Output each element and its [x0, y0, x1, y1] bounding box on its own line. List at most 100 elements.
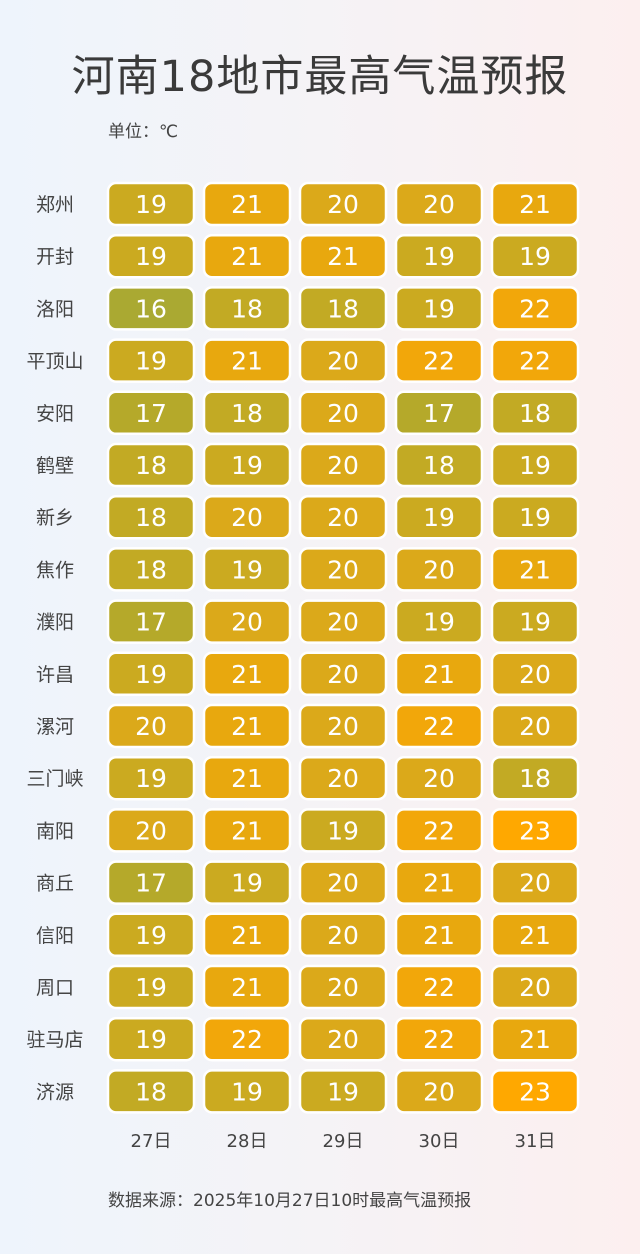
- row-label: 新乡: [36, 507, 74, 529]
- heatmap-cell: [394, 651, 484, 697]
- cell-value: 19: [135, 1025, 167, 1054]
- cell-value: 19: [423, 294, 455, 323]
- cell-value: 19: [135, 347, 167, 376]
- heatmap-cell: [298, 338, 388, 383]
- cell-value: 20: [327, 451, 359, 480]
- cell-value: 19: [135, 764, 167, 793]
- heatmap-cell: [298, 181, 388, 227]
- heatmap-cell: [394, 599, 484, 644]
- heatmap-cell: [202, 233, 292, 279]
- cell-value: 19: [231, 555, 263, 584]
- row-label: 驻马店: [26, 1029, 83, 1051]
- x-tick-label: 29日: [323, 1131, 364, 1152]
- cell-value: 19: [327, 816, 359, 845]
- cell-value: 17: [423, 399, 455, 428]
- cell-value: 22: [231, 1025, 263, 1054]
- cell-value: 21: [423, 660, 455, 689]
- heatmap-cell: [490, 494, 580, 540]
- heatmap-cell: [106, 338, 196, 383]
- heatmap-cell: [490, 233, 580, 279]
- heatmap-cell: [490, 338, 580, 383]
- cell-value: 18: [135, 555, 167, 584]
- cell-value: 19: [135, 921, 167, 950]
- heatmap-cell: [106, 755, 196, 801]
- heatmap-cell: [106, 390, 196, 436]
- heatmap-cell: [490, 808, 580, 853]
- cell-value: 20: [327, 503, 359, 532]
- heatmap-cell: [490, 442, 580, 488]
- cell-value: 20: [231, 608, 263, 637]
- heatmap-cell: [490, 181, 580, 227]
- heatmap-cell: [394, 860, 484, 905]
- cell-value: 19: [135, 242, 167, 271]
- heatmap-cell: [106, 494, 196, 540]
- heatmap-cell: [106, 181, 196, 227]
- row-label: 鹤壁: [36, 455, 74, 477]
- cell-value: 17: [135, 399, 167, 428]
- cell-value: 20: [519, 973, 551, 1002]
- cell-value: 20: [423, 555, 455, 584]
- cell-value: 21: [519, 1025, 551, 1054]
- cell-value: 22: [423, 712, 455, 741]
- unit-label: 单位：℃: [108, 122, 179, 142]
- cell-value: 21: [519, 555, 551, 584]
- heatmap-cell: [394, 755, 484, 801]
- cell-value: 17: [135, 608, 167, 637]
- cell-value: 20: [327, 347, 359, 376]
- heatmap-cell: [202, 808, 292, 853]
- heatmap-cell: [394, 233, 484, 279]
- cell-value: 19: [135, 973, 167, 1002]
- cell-value: 19: [423, 242, 455, 271]
- heatmap-cell: [106, 860, 196, 905]
- heatmap-cell: [202, 390, 292, 436]
- row-label: 漯河: [36, 716, 74, 738]
- heatmap-cell: [106, 1069, 196, 1114]
- heatmap-cell: [298, 1016, 388, 1062]
- cell-value: 20: [327, 921, 359, 950]
- cell-value: 19: [327, 1077, 359, 1106]
- heatmap-cell: [106, 442, 196, 488]
- cell-value: 19: [135, 660, 167, 689]
- heatmap-cell: [202, 286, 292, 331]
- cell-value: 16: [135, 294, 167, 323]
- data-source: 数据来源：2025年10月27日10时最高气温预报: [108, 1191, 472, 1211]
- row-label: 信阳: [36, 925, 74, 947]
- heatmap-cell: [490, 390, 580, 436]
- cell-value: 18: [231, 294, 263, 323]
- heatmap-cell: [298, 651, 388, 697]
- heatmap-cell: [298, 547, 388, 592]
- heatmap-cell: [202, 703, 292, 749]
- cell-value: 23: [519, 816, 551, 845]
- cell-value: 21: [423, 921, 455, 950]
- cell-value: 18: [231, 399, 263, 428]
- cell-value: 20: [327, 712, 359, 741]
- cell-value: 20: [327, 608, 359, 637]
- cell-value: 23: [519, 1077, 551, 1106]
- cell-value: 19: [231, 869, 263, 898]
- row-label: 许昌: [36, 664, 74, 686]
- heatmap-cell: [298, 860, 388, 905]
- cell-value: 20: [519, 660, 551, 689]
- cell-value: 20: [327, 764, 359, 793]
- cell-value: 18: [135, 451, 167, 480]
- cell-value: 20: [327, 973, 359, 1002]
- cell-value: 21: [231, 347, 263, 376]
- row-label: 平顶山: [26, 351, 83, 373]
- heatmap-cell: [298, 390, 388, 436]
- heatmap-cell: [202, 547, 292, 592]
- cell-value: 22: [519, 347, 551, 376]
- heatmap-cell: [298, 442, 388, 488]
- x-tick-label: 28日: [227, 1131, 268, 1152]
- cell-value: 21: [519, 190, 551, 219]
- heatmap-cell: [298, 755, 388, 801]
- heatmap-cell: [298, 1069, 388, 1114]
- row-label: 三门峡: [26, 768, 83, 790]
- cell-value: 20: [327, 555, 359, 584]
- heatmap-cell: [202, 442, 292, 488]
- heatmap-cell: [394, 808, 484, 853]
- heatmap-cell: [394, 390, 484, 436]
- row-label: 济源: [36, 1081, 74, 1103]
- heatmap-cell: [106, 808, 196, 853]
- cell-value: 21: [519, 921, 551, 950]
- heatmap-cell: [394, 338, 484, 383]
